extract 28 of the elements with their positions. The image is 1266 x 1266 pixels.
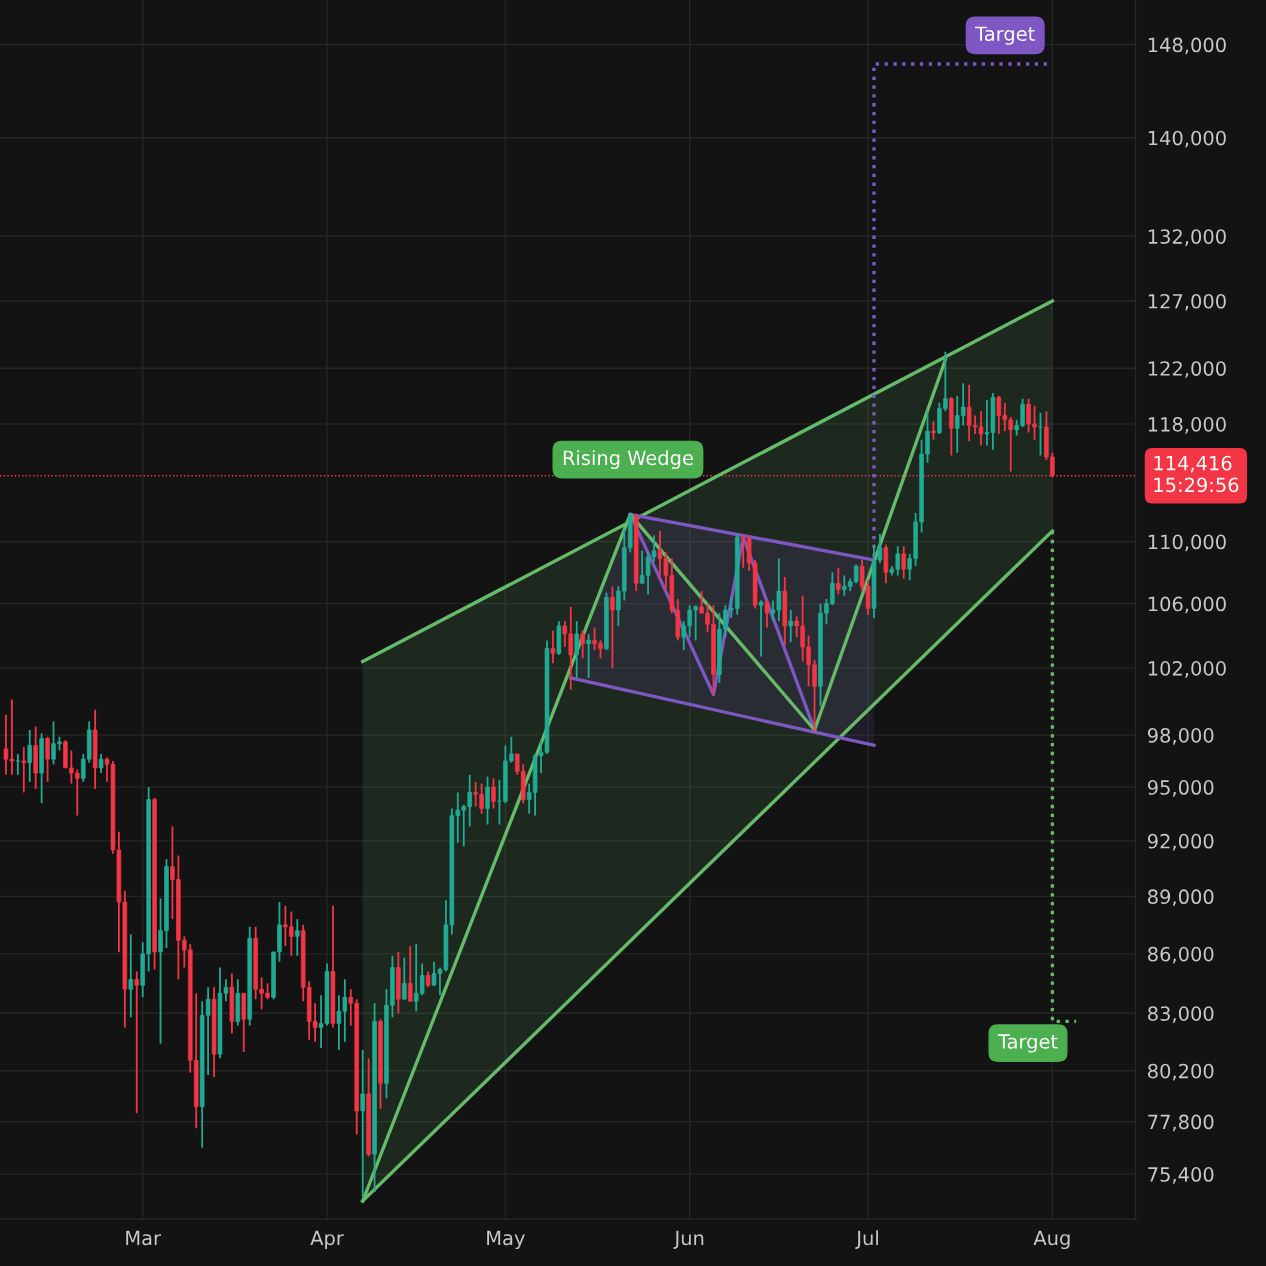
x-tick-label: Jun	[673, 1230, 704, 1249]
y-tick-label: 110,000	[1148, 534, 1226, 552]
y-tick-label: 80,200	[1148, 1063, 1214, 1081]
y-tick-label: 106,000	[1148, 596, 1226, 614]
annotation: Rising Wedge	[563, 450, 693, 469]
y-tick-label: 89,000	[1148, 889, 1214, 907]
y-tick-label: 132,000	[1148, 229, 1226, 246]
y-tick-label: 92,000	[1147, 833, 1214, 851]
y-tick-label: 122,000	[1148, 361, 1226, 378]
x-tick-label: Aug	[1033, 1230, 1070, 1250]
ref-line-label: 114,416 15:29:56	[1154, 455, 1239, 493]
x-tick-label: Mar	[126, 1230, 162, 1246]
x-tick-label: Jul	[855, 1230, 878, 1249]
x-tick-label: May	[487, 1230, 525, 1250]
y-tick-label: 118,000	[1148, 417, 1226, 434]
y-tick-label: 83,000	[1148, 1006, 1214, 1023]
y-tick-label: 98,000	[1147, 728, 1214, 745]
annotation: Target	[975, 26, 1035, 45]
y-tick-label: 77,800	[1148, 1114, 1214, 1132]
annotation: Target	[997, 1034, 1058, 1053]
y-tick-label: 75,400	[1148, 1167, 1214, 1184]
x-tick-label: Apr	[310, 1230, 344, 1250]
y-tick-label: 140,000	[1148, 130, 1226, 148]
y-tick-label: 102,000	[1148, 661, 1226, 678]
y-tick-label: 86,000	[1148, 946, 1214, 964]
y-tick-label: 148,000	[1148, 37, 1226, 55]
y-tick-label: 95,000	[1147, 780, 1214, 797]
y-tick-label: 127,000	[1148, 293, 1226, 311]
